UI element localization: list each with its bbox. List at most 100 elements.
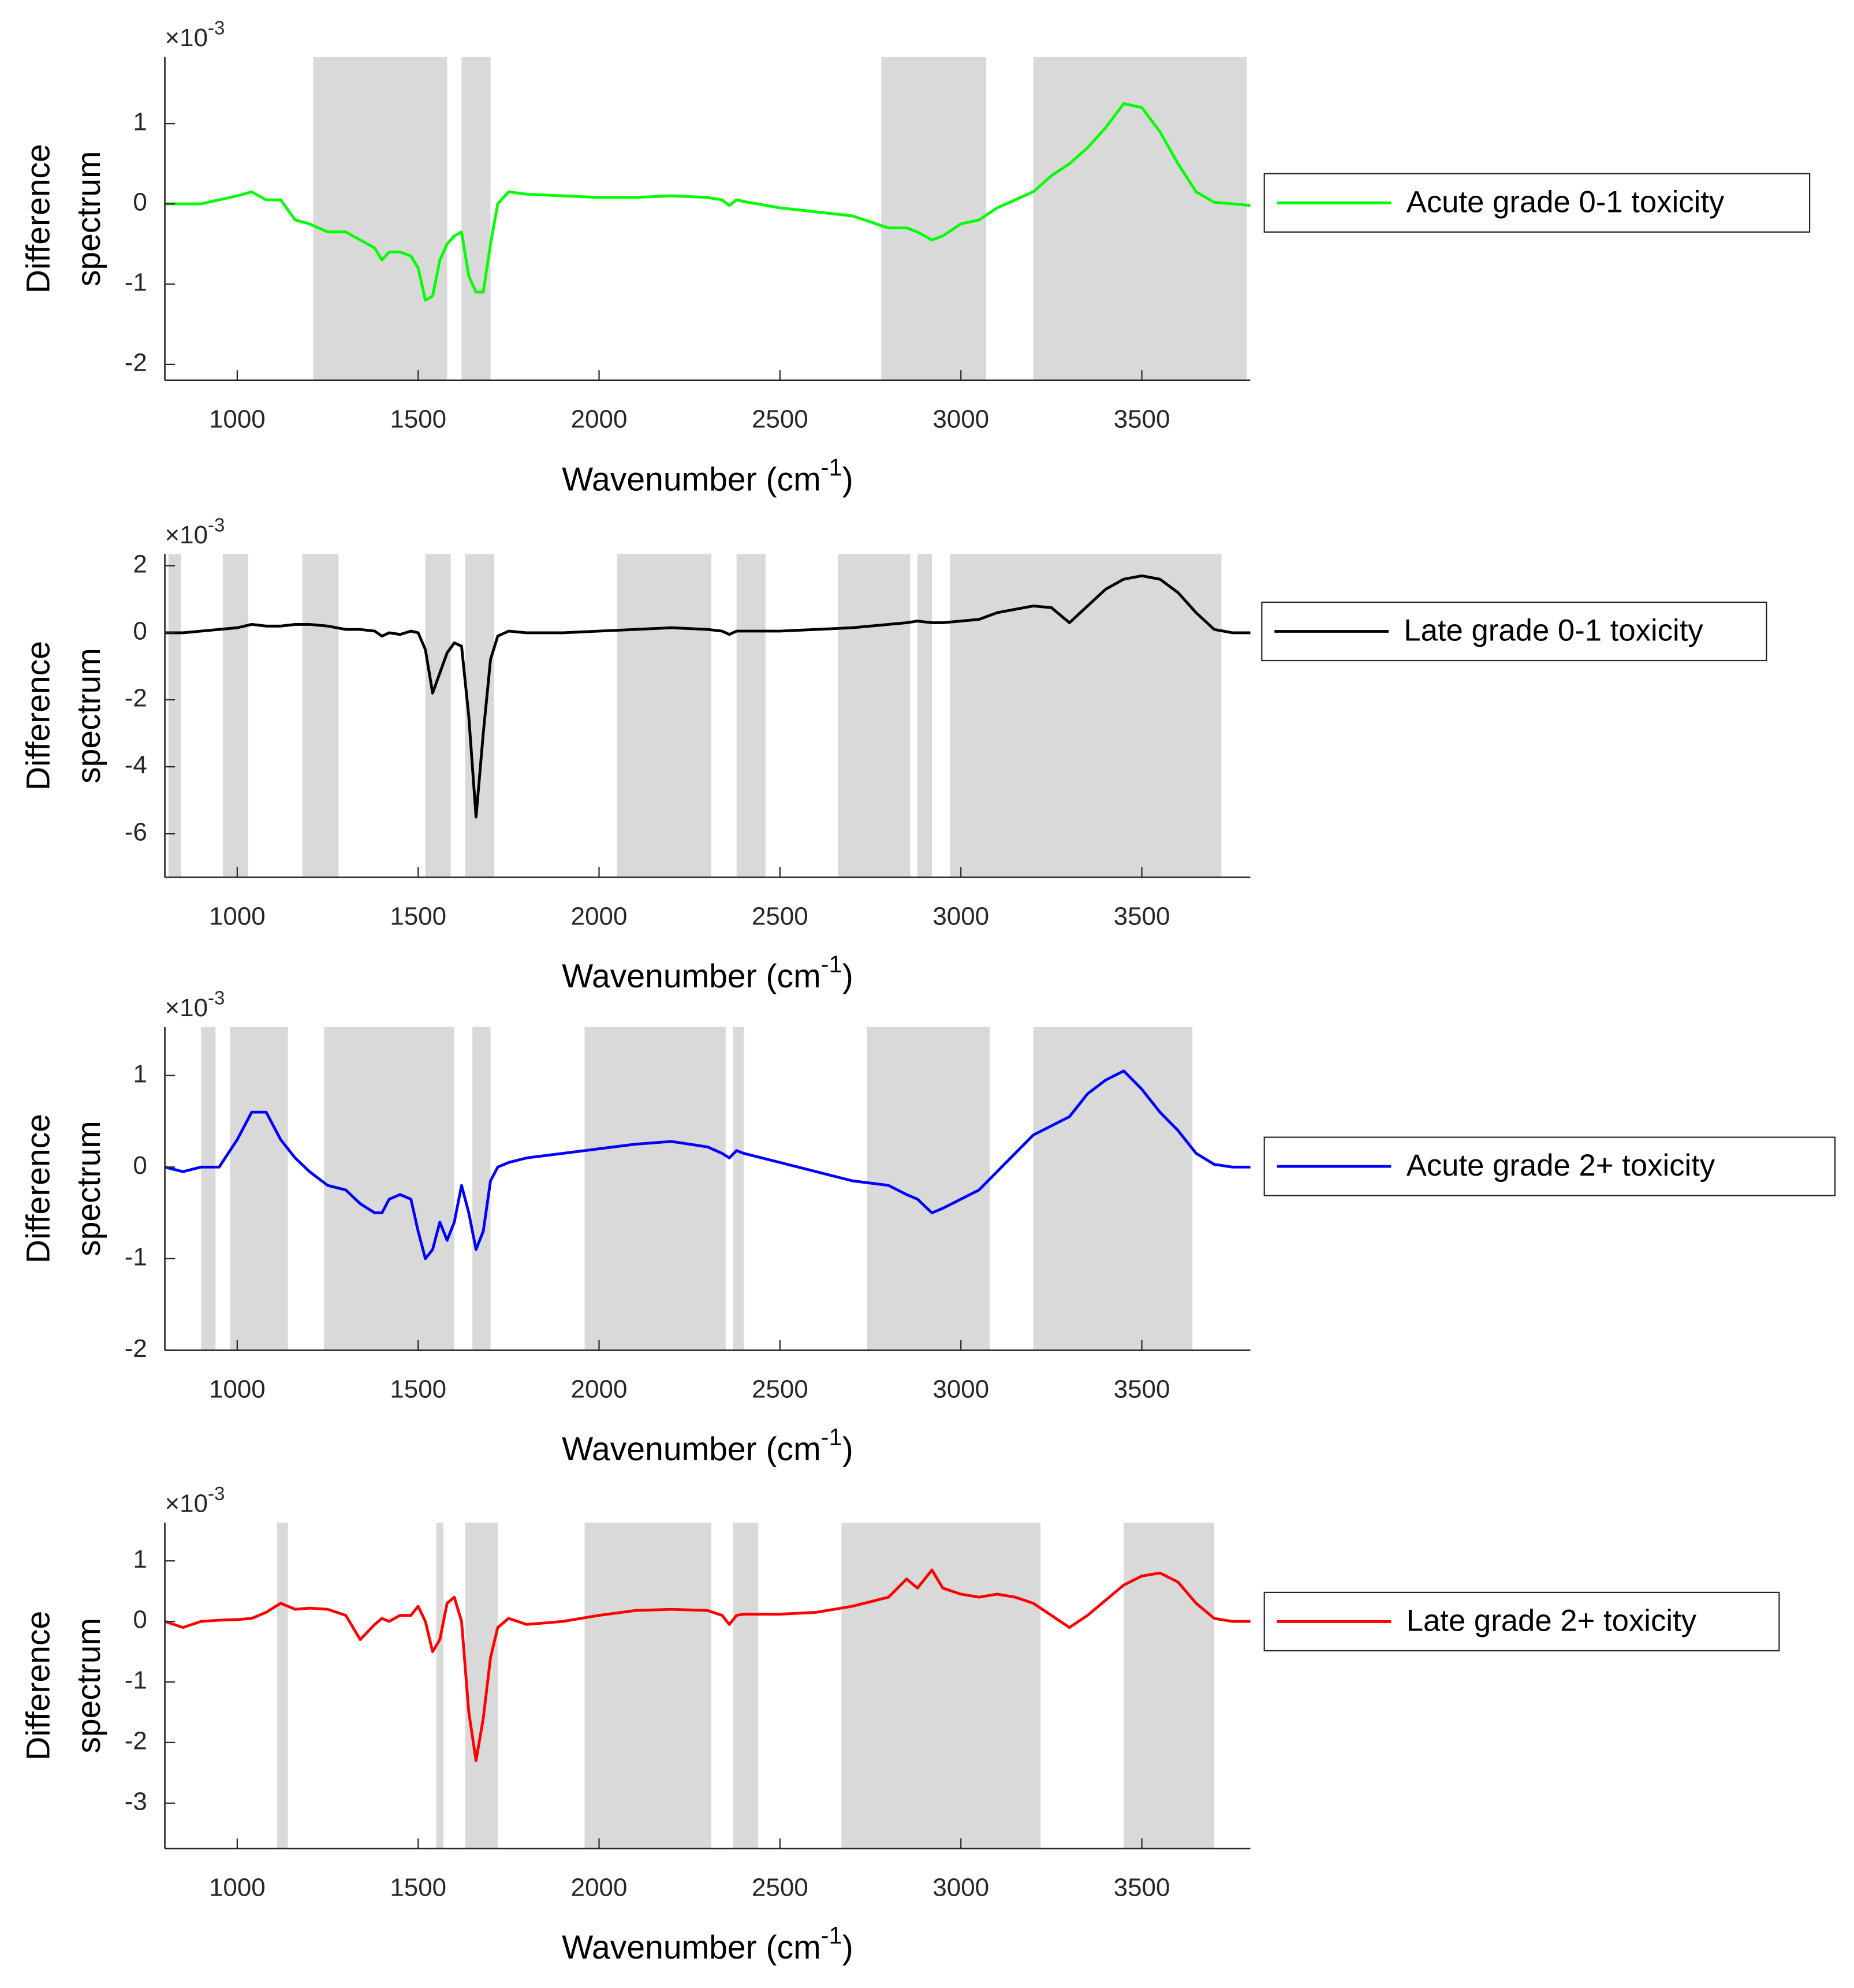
x-tick-label: 1500 bbox=[390, 902, 446, 930]
shaded-range bbox=[302, 554, 339, 878]
y-tick-label: 0 bbox=[133, 188, 147, 217]
x-tick-label: 2500 bbox=[752, 1375, 808, 1403]
shaded-range bbox=[277, 1523, 288, 1849]
x-tick-label: 1000 bbox=[209, 405, 266, 434]
exponent-base: ×10 bbox=[165, 520, 208, 549]
y-tick-label: -1 bbox=[125, 1243, 147, 1271]
shaded-range bbox=[425, 554, 451, 878]
shaded-range bbox=[617, 554, 711, 878]
x-tick-label: 3500 bbox=[1114, 1375, 1170, 1403]
x-tick-label: 1500 bbox=[390, 1375, 446, 1403]
exponent-power: -3 bbox=[208, 987, 225, 1008]
y-axis-label: Difference bbox=[20, 144, 57, 293]
exponent-label: ×10-3 bbox=[165, 514, 225, 549]
x-tick-label: 3000 bbox=[932, 1873, 989, 1901]
legend-label: Acute grade 2+ toxicity bbox=[1407, 1148, 1715, 1183]
legend: Late grade 0-1 toxicity bbox=[1261, 601, 1767, 662]
legend: Acute grade 2+ toxicity bbox=[1263, 1136, 1836, 1196]
y-tick-label: 0 bbox=[133, 617, 147, 646]
y-axis-label: Difference bbox=[20, 1114, 57, 1263]
shaded-range bbox=[881, 57, 987, 381]
shaded-range bbox=[917, 554, 932, 878]
y-axis-label: Difference bbox=[20, 641, 57, 790]
x-label-close: ) bbox=[842, 958, 853, 995]
y-tick-label: -1 bbox=[125, 1666, 147, 1695]
x-axis-label: Wavenumber (cm-1) bbox=[562, 453, 853, 498]
exponent-base: ×10 bbox=[165, 24, 208, 52]
series-line bbox=[164, 1568, 1251, 1762]
shaded-range bbox=[230, 1027, 288, 1351]
x-tick-label: 3000 bbox=[932, 902, 989, 930]
y-axis-label: Difference bbox=[20, 1611, 57, 1761]
shaded-range bbox=[1124, 1523, 1214, 1849]
series-line bbox=[165, 574, 1251, 819]
y-tick-label: -2 bbox=[125, 684, 147, 713]
x-label-text: Wavenumber (cm bbox=[562, 1431, 820, 1468]
shaded-range bbox=[201, 1027, 216, 1351]
shaded-range bbox=[841, 1523, 1041, 1849]
x-tick-label: 1500 bbox=[390, 405, 446, 434]
shaded-range bbox=[950, 554, 1222, 878]
shaded-range bbox=[584, 1027, 726, 1351]
subplot: -6 -4 -2 0 2 1000 1500 2000 2500 3000 3500 ×10-3 Wav… bbox=[20, 514, 1767, 995]
x-tick-label: 1000 bbox=[209, 1873, 266, 1901]
x-axis-label: Wavenumber (cm-1) bbox=[562, 1922, 853, 1966]
x-tick-label: 2500 bbox=[752, 405, 808, 434]
y-tick-label: -2 bbox=[125, 349, 147, 377]
shaded-range bbox=[222, 554, 248, 878]
series-line bbox=[164, 1069, 1251, 1260]
y-tick-label: -2 bbox=[125, 1334, 147, 1363]
y-tick-label: -1 bbox=[125, 268, 147, 297]
shaded-range bbox=[461, 57, 491, 381]
shaded-range bbox=[168, 554, 181, 878]
exponent-label: ×10-3 bbox=[165, 17, 225, 51]
x-label-power: -1 bbox=[821, 950, 842, 978]
shaded-range bbox=[436, 1523, 444, 1849]
x-label-text: Wavenumber (cm bbox=[562, 461, 820, 498]
x-tick-label: 2000 bbox=[571, 1375, 628, 1403]
x-label-close: ) bbox=[842, 1431, 853, 1468]
y-tick-label: 1 bbox=[133, 108, 147, 136]
shaded-range bbox=[733, 1523, 759, 1849]
x-label-text: Wavenumber (cm bbox=[562, 1929, 820, 1966]
shaded-range bbox=[736, 554, 766, 878]
exponent-power: -3 bbox=[208, 514, 225, 535]
y-axis-label: spectrum bbox=[70, 648, 107, 784]
shaded-range bbox=[838, 554, 911, 878]
x-tick-label: 3500 bbox=[1114, 902, 1170, 930]
shaded-range bbox=[472, 1027, 491, 1351]
y-tick-label: 1 bbox=[133, 1545, 147, 1573]
x-tick-label: 2500 bbox=[752, 1873, 808, 1901]
y-axis-label: spectrum bbox=[70, 151, 107, 286]
shaded-range bbox=[1033, 57, 1247, 381]
x-axis-label: Wavenumber (cm-1) bbox=[562, 950, 853, 995]
shaded-range bbox=[733, 1027, 744, 1351]
y-tick-label: 2 bbox=[133, 550, 147, 578]
shaded-range bbox=[1033, 1027, 1193, 1351]
x-tick-label: 1000 bbox=[209, 902, 266, 930]
x-tick-label: 2000 bbox=[571, 405, 628, 434]
y-tick-label: 0 bbox=[133, 1606, 147, 1634]
x-label-power: -1 bbox=[821, 453, 842, 480]
shaded-range bbox=[584, 1523, 711, 1849]
y-axis-label: spectrum bbox=[70, 1121, 107, 1256]
x-axis-label: Wavenumber (cm-1) bbox=[562, 1423, 853, 1468]
subplot: -2 -1 0 1 1000 1500 2000 2500 3000 3500 ×10-3 Waven… bbox=[20, 17, 1811, 498]
x-tick-label: 2500 bbox=[752, 902, 808, 930]
exponent-power: -3 bbox=[208, 1483, 225, 1504]
exponent-label: ×10-3 bbox=[165, 1483, 225, 1517]
x-tick-label: 3000 bbox=[932, 1375, 989, 1403]
x-tick-label: 2000 bbox=[571, 1873, 628, 1901]
shaded-range bbox=[867, 1027, 990, 1351]
y-tick-label: 0 bbox=[133, 1151, 147, 1180]
x-tick-label: 3500 bbox=[1114, 405, 1170, 434]
x-label-close: ) bbox=[842, 1929, 853, 1966]
y-tick-label: -4 bbox=[125, 751, 147, 779]
legend-label: Late grade 0-1 toxicity bbox=[1404, 614, 1703, 648]
shaded-range bbox=[313, 57, 447, 381]
x-label-close: ) bbox=[842, 461, 853, 498]
exponent-base: ×10 bbox=[165, 1489, 208, 1517]
series-line bbox=[165, 102, 1251, 302]
